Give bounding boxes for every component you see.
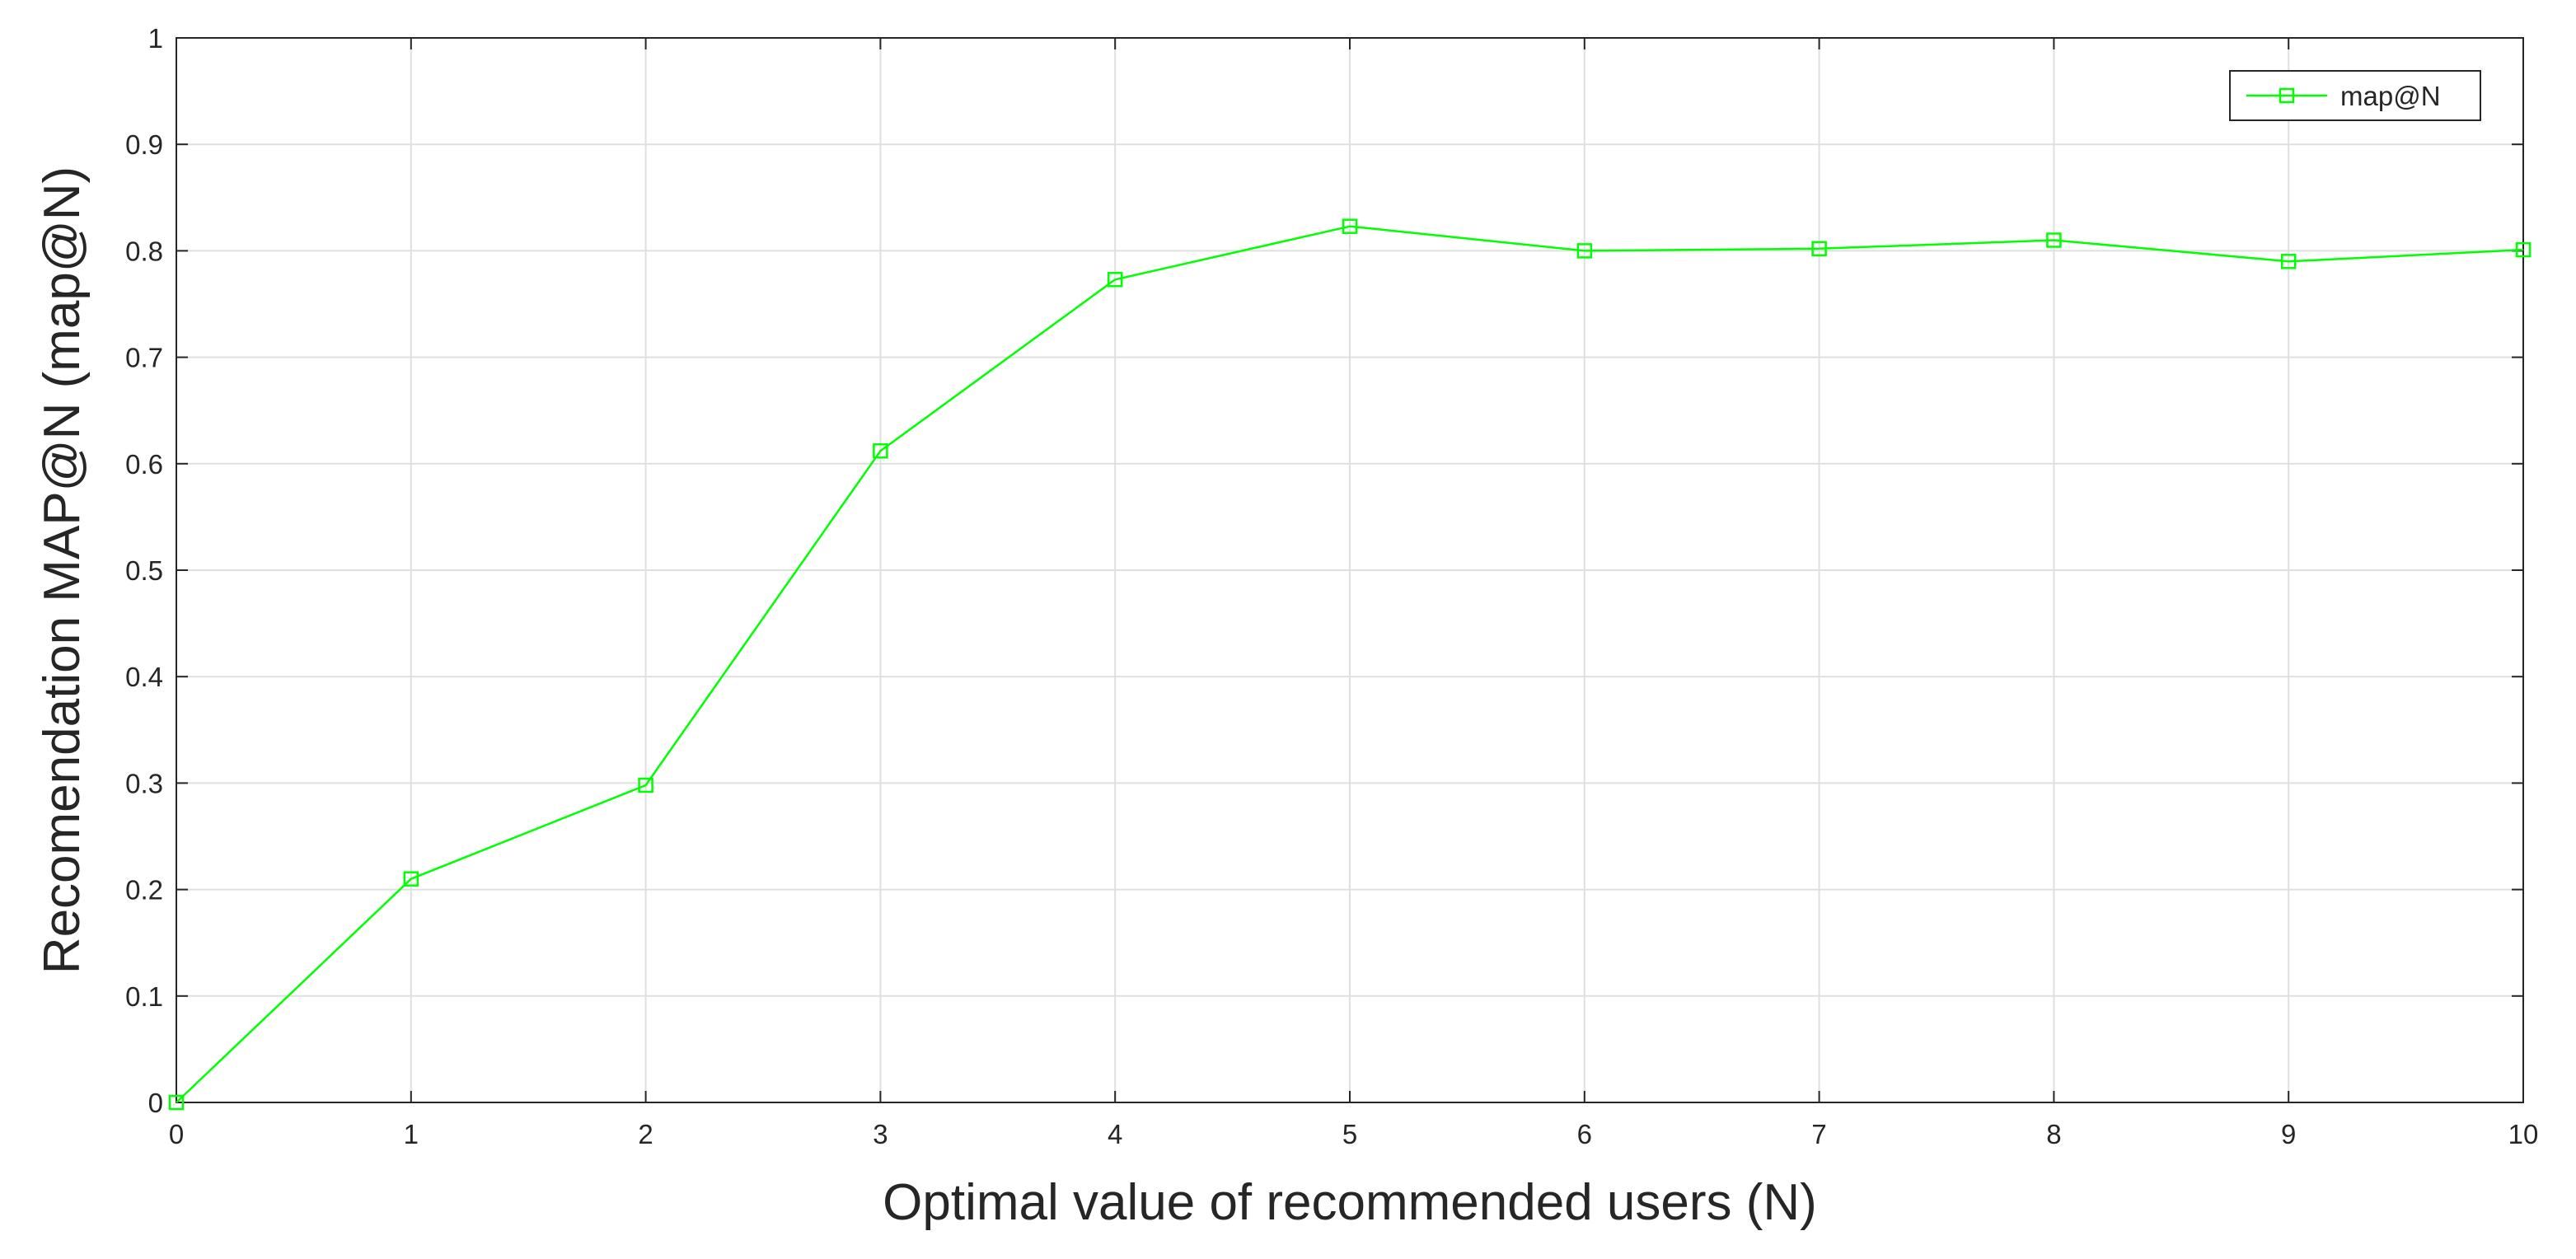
y-tick-label: 0.8 <box>125 236 163 266</box>
legend-label: map@N <box>2340 81 2441 111</box>
x-tick-label: 6 <box>1577 1119 1592 1149</box>
data-point <box>638 777 653 793</box>
data-point <box>1811 241 1827 257</box>
y-tick-label: 0.2 <box>125 875 163 906</box>
axis-ticks <box>176 37 2524 1103</box>
y-axis-label: Recomendation MAP@N (map@N) <box>34 166 91 974</box>
y-tick-label: 0.7 <box>125 343 163 373</box>
data-point <box>168 1094 185 1111</box>
x-tick-label: 7 <box>1811 1119 1826 1149</box>
y-tick-label: 0 <box>148 1088 163 1118</box>
y-tick-label: 1 <box>148 23 163 54</box>
y-tick-label: 0.1 <box>125 981 163 1012</box>
data-point <box>873 443 888 459</box>
tick-labels: 0 1 2 3 4 5 6 7 8 9 10 0 0.1 0.2 0.3 0.4 0.5 0.6 0.7 0.8 0.9… <box>125 23 2538 1149</box>
data-point <box>403 871 419 887</box>
x-tick-label: 4 <box>1108 1119 1122 1149</box>
y-tick-label: 0.3 <box>125 768 163 798</box>
x-tick-label: 1 <box>404 1119 419 1149</box>
data-point <box>2515 241 2532 258</box>
x-tick-label: 9 <box>2281 1119 2296 1149</box>
legend-marker <box>2279 87 2295 104</box>
data-point <box>1342 218 1358 234</box>
data-point <box>2046 232 2062 248</box>
x-tick-label: 0 <box>169 1119 184 1149</box>
x-tick-label: 2 <box>638 1119 653 1149</box>
y-tick-label: 0.9 <box>125 129 163 160</box>
data-point <box>2280 254 2297 269</box>
x-tick-label: 10 <box>2508 1119 2539 1149</box>
series-layer <box>168 218 2532 1111</box>
x-tick-label: 8 <box>2046 1119 2061 1149</box>
x-tick-label: 3 <box>873 1119 888 1149</box>
series-line <box>176 225 2524 1103</box>
y-tick-label: 0.5 <box>125 555 163 586</box>
y-tick-label: 0.6 <box>125 449 163 480</box>
data-point <box>1107 272 1123 288</box>
legend: map@N <box>2229 70 2481 121</box>
data-point <box>1576 243 1593 259</box>
x-tick-label: 5 <box>1342 1119 1357 1149</box>
x-axis-label: Optimal value of recommended users (N) <box>883 1174 1817 1231</box>
y-tick-label: 0.4 <box>125 662 163 692</box>
